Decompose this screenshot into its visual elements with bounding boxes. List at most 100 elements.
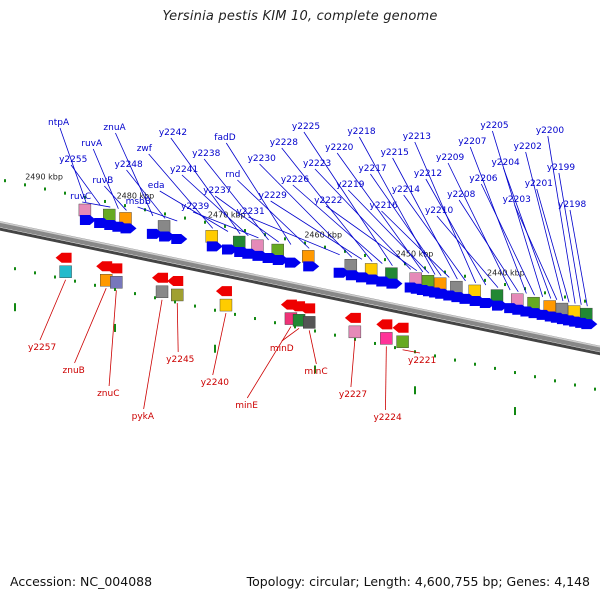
label-leader	[525, 151, 564, 302]
forward-gene-arrow	[272, 255, 289, 266]
feature-box	[490, 289, 504, 302]
forward-gene-label: fadD	[214, 133, 235, 143]
forward-gene-arrow	[491, 300, 508, 311]
reverse-gene-arrow	[376, 319, 393, 330]
feature-box	[219, 298, 233, 312]
forward-gene-arrow	[386, 278, 403, 289]
reverse-gene-label: y2227	[339, 390, 367, 400]
forward-gene-label: y2217	[358, 164, 386, 174]
label-leader	[159, 190, 229, 232]
forward-gene-label: y2241	[170, 165, 198, 175]
label-leader	[558, 172, 582, 305]
forward-gene-label: znuA	[103, 123, 126, 133]
label-leader	[115, 132, 154, 217]
forward-gene-label: ruvA	[81, 139, 103, 149]
label-leader	[480, 183, 535, 296]
feature-box	[232, 235, 246, 249]
label-leader	[325, 205, 418, 272]
label-leader	[225, 142, 292, 245]
forward-gene-arrow	[120, 223, 137, 234]
backbone-shadow	[0, 227, 600, 356]
label-leader	[347, 189, 430, 274]
scale-label: 2450 kbp	[396, 249, 434, 258]
reverse-gene-label: y2221	[408, 356, 436, 366]
forward-gene-label: y2205	[480, 121, 508, 131]
forward-gene-label: y2237	[203, 186, 231, 196]
forward-gene-arrow	[222, 244, 238, 255]
reverse-gene-arrow	[152, 272, 169, 283]
label-leader	[402, 349, 421, 354]
feature-box	[59, 265, 72, 278]
reverse-gene-arrow	[392, 322, 409, 333]
label-leader	[370, 173, 442, 277]
forward-gene-label: y2239	[181, 202, 210, 212]
label-leader	[281, 327, 300, 342]
forward-gene-label: zwf	[137, 144, 153, 154]
forward-gene-label: y2238	[192, 149, 221, 159]
forward-gene-label: y2226	[281, 175, 310, 185]
label-leader	[92, 148, 119, 209]
forward-gene-label: y2208	[447, 190, 476, 200]
label-leader	[281, 147, 373, 262]
forward-gene-arrow	[284, 257, 301, 268]
label-leader	[74, 288, 107, 364]
label-leader	[425, 178, 487, 286]
reverse-gene-label: minD	[270, 344, 294, 354]
forward-gene-label: y2242	[159, 128, 187, 138]
label-leader	[458, 199, 519, 293]
feature-box	[348, 325, 362, 339]
forward-gene-label: y2255	[59, 155, 87, 165]
forward-gene-label: rnd	[225, 170, 240, 180]
forward-gene-label: msbB	[126, 197, 151, 207]
label-leader	[403, 194, 466, 282]
reverse-gene-label: y2245	[166, 355, 194, 365]
forward-gene-label: y2213	[403, 132, 431, 142]
reverse-gene-label: minE	[235, 401, 258, 411]
label-leader	[536, 188, 570, 303]
forward-gene-label: y2229	[259, 191, 288, 201]
reverse-gene-label: y2257	[28, 343, 56, 353]
backbone	[0, 221, 600, 352]
forward-gene-arrow	[146, 228, 163, 239]
label-leader	[82, 201, 111, 208]
forward-gene-label: y2199	[547, 163, 576, 173]
label-leader	[104, 185, 127, 211]
label-leader	[137, 206, 178, 222]
reverse-gene-arrow	[299, 303, 316, 314]
label-leader	[350, 339, 356, 388]
reverse-gene-arrow	[215, 286, 232, 297]
forward-gene-arrow	[581, 319, 598, 330]
forward-gene-label: y2203	[503, 195, 531, 205]
reverse-gene-label: minC	[304, 367, 327, 377]
label-leader	[59, 127, 87, 203]
reverse-gene-label: y2224	[373, 413, 402, 423]
label-leader	[381, 210, 450, 278]
label-leader	[214, 195, 279, 243]
forward-gene-label: y2215	[381, 148, 409, 158]
scale-label: 2490 kbp	[25, 172, 63, 181]
forward-gene-label: y2212	[414, 169, 442, 179]
feature-box	[303, 316, 316, 329]
forward-gene-label: y2198	[558, 200, 587, 210]
topology-text: Topology: circular; Length: 4,600,755 bp…	[246, 574, 590, 589]
reverse-gene-label: y2240	[201, 378, 230, 388]
label-leader	[108, 290, 117, 387]
reverse-gene-label: znuC	[97, 389, 119, 399]
label-leader	[270, 200, 363, 260]
forward-gene-arrow	[333, 267, 350, 278]
forward-gene-label: y2223	[303, 159, 331, 169]
forward-gene-label: y2220	[325, 143, 354, 153]
reverse-gene-label: pykA	[132, 412, 155, 422]
forward-gene-label: y2209	[436, 153, 465, 163]
forward-gene-arrow	[171, 233, 188, 244]
label-leader	[569, 209, 588, 307]
label-leader	[514, 204, 558, 300]
reverse-gene-arrow	[167, 275, 184, 286]
forward-gene-label: y2218	[347, 127, 376, 137]
forward-gene-label: y2201	[525, 179, 553, 189]
feature-box	[157, 220, 171, 233]
forward-gene-arrow	[303, 261, 320, 272]
label-leader	[436, 215, 499, 288]
forward-gene-label: y2216	[370, 201, 399, 211]
